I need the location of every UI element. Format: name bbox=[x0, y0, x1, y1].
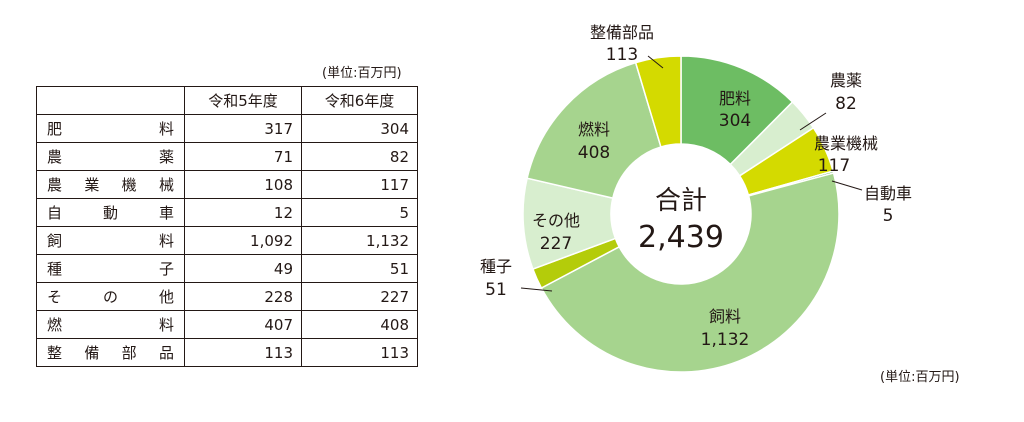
row-name-chars: 農薬 bbox=[47, 146, 174, 167]
slice-label: 自動車 bbox=[864, 184, 912, 203]
row-name: 農業機械 bbox=[36, 170, 185, 199]
row-name-char: 料 bbox=[158, 120, 174, 138]
row-name-chars: 肥料 bbox=[47, 118, 174, 139]
leader-line bbox=[799, 112, 827, 131]
row-name: 農薬 bbox=[36, 142, 185, 171]
row-name-char: 機 bbox=[121, 176, 137, 194]
slice-8 bbox=[634, 55, 682, 148]
chart-unit-label: (単位:百万円) bbox=[880, 370, 960, 385]
row-r5-value: 108 bbox=[184, 170, 302, 199]
slice-value-label: 117 bbox=[818, 156, 850, 176]
header-r5: 令和5年度 bbox=[184, 86, 302, 115]
table-row: 整 備 部 品 113 113 bbox=[36, 338, 418, 367]
row-name: その他 bbox=[36, 282, 185, 311]
slice-label: 肥料 bbox=[719, 89, 751, 108]
table-row: 農薬 71 82 bbox=[36, 142, 418, 171]
row-name: 種子 bbox=[36, 254, 185, 283]
table-unit-label: (単位:百万円) bbox=[322, 66, 402, 81]
row-r6-value: 117 bbox=[301, 170, 418, 199]
row-name-char: 自 bbox=[47, 204, 63, 222]
row-name-char: 他 bbox=[158, 288, 174, 306]
slice-value-label: 408 bbox=[578, 143, 610, 163]
row-name-char: 農 bbox=[47, 176, 63, 194]
row-name-chars: 農業機械 bbox=[47, 174, 174, 195]
table-row: そ の 他 228 227 bbox=[36, 282, 418, 311]
row-name-char: の bbox=[102, 288, 118, 306]
row-r6-value: 227 bbox=[301, 282, 418, 311]
table-header-row: 令和5年度 令和6年度 bbox=[36, 86, 418, 115]
table-body: 肥料 317 304 農薬 71 82 農業機械 108 117 自動車 12 5 飼料 1,092 1,1… bbox=[36, 114, 418, 367]
slice-value-label: 5 bbox=[883, 206, 894, 226]
row-name: 飼料 bbox=[36, 226, 185, 255]
row-name-chars: 整備部品 bbox=[47, 342, 174, 363]
donut-hole bbox=[612, 145, 750, 283]
table-row: 肥料 317 304 bbox=[36, 114, 418, 143]
row-name-char: 料 bbox=[158, 316, 174, 334]
slice-value-label: 1,132 bbox=[701, 330, 750, 350]
slice-label: 飼料 bbox=[709, 307, 741, 326]
row-name-char: 部 bbox=[121, 344, 137, 362]
table-row: 飼料 1,092 1,132 bbox=[36, 226, 418, 255]
row-name: 肥料 bbox=[36, 114, 185, 143]
slice-label: 種子 bbox=[480, 257, 512, 276]
row-name-char: そ bbox=[47, 288, 63, 306]
slice-4 bbox=[540, 172, 840, 373]
center-label: 合計 bbox=[655, 186, 707, 216]
row-name-chars: 燃料 bbox=[47, 314, 174, 335]
slice-label: 燃料 bbox=[578, 120, 610, 139]
row-name-char: 種 bbox=[47, 260, 63, 278]
header-item bbox=[36, 86, 185, 115]
row-name-char: 業 bbox=[84, 176, 100, 194]
slice-value-label: 304 bbox=[719, 111, 751, 131]
slice-label: 整備部品 bbox=[590, 23, 654, 42]
row-name-char: 子 bbox=[158, 260, 174, 278]
leader-line bbox=[520, 287, 553, 292]
slice-value-label: 113 bbox=[606, 45, 638, 65]
slice-value-label: 82 bbox=[835, 94, 857, 114]
row-name-char: 農 bbox=[47, 148, 63, 166]
row-name-char: 料 bbox=[158, 232, 174, 250]
row-name-char: 薬 bbox=[158, 148, 174, 166]
row-r5-value: 49 bbox=[184, 254, 302, 283]
row-name-char: 械 bbox=[158, 176, 174, 194]
row-name-char: 備 bbox=[84, 344, 100, 362]
row-r6-value: 5 bbox=[301, 198, 418, 227]
slice-label: 農薬 bbox=[830, 71, 862, 90]
table-row: 自動車 12 5 bbox=[36, 198, 418, 227]
slice-value-label: 227 bbox=[540, 234, 572, 254]
row-r5-value: 113 bbox=[184, 338, 302, 367]
row-name-chars: 種子 bbox=[47, 258, 174, 279]
row-name-chars: その他 bbox=[47, 286, 174, 307]
row-name-char: 品 bbox=[158, 344, 174, 362]
leader-line bbox=[831, 180, 863, 191]
row-name-char: 燃 bbox=[47, 316, 63, 334]
row-name: 自動車 bbox=[36, 198, 185, 227]
slice-value-label: 51 bbox=[485, 280, 507, 300]
row-name: 整備部品 bbox=[36, 338, 185, 367]
slice-label: 農業機械 bbox=[814, 134, 878, 153]
row-r6-value: 113 bbox=[301, 338, 418, 367]
row-name-char: 整 bbox=[47, 344, 63, 362]
row-name-char: 車 bbox=[158, 204, 174, 222]
slice-7 bbox=[526, 61, 662, 200]
slice-label: その他 bbox=[532, 211, 580, 230]
center-total: 2,439 bbox=[638, 220, 724, 255]
data-table: 令和5年度 令和6年度 肥料 317 304 農薬 71 82 農業機械 108 117 自動車 1… bbox=[36, 86, 418, 367]
row-name-chars: 自動車 bbox=[47, 202, 174, 223]
row-r5-value: 71 bbox=[184, 142, 302, 171]
leader-line bbox=[647, 55, 664, 69]
table-row: 種子 49 51 bbox=[36, 254, 418, 283]
row-name-char: 肥 bbox=[47, 120, 63, 138]
row-name-chars: 飼料 bbox=[47, 230, 174, 251]
row-r6-value: 1,132 bbox=[301, 226, 418, 255]
row-name-char: 動 bbox=[102, 204, 118, 222]
table-row: 農 業 機 械 108 117 bbox=[36, 170, 418, 199]
row-r5-value: 228 bbox=[184, 282, 302, 311]
row-name-char: 飼 bbox=[47, 232, 63, 250]
